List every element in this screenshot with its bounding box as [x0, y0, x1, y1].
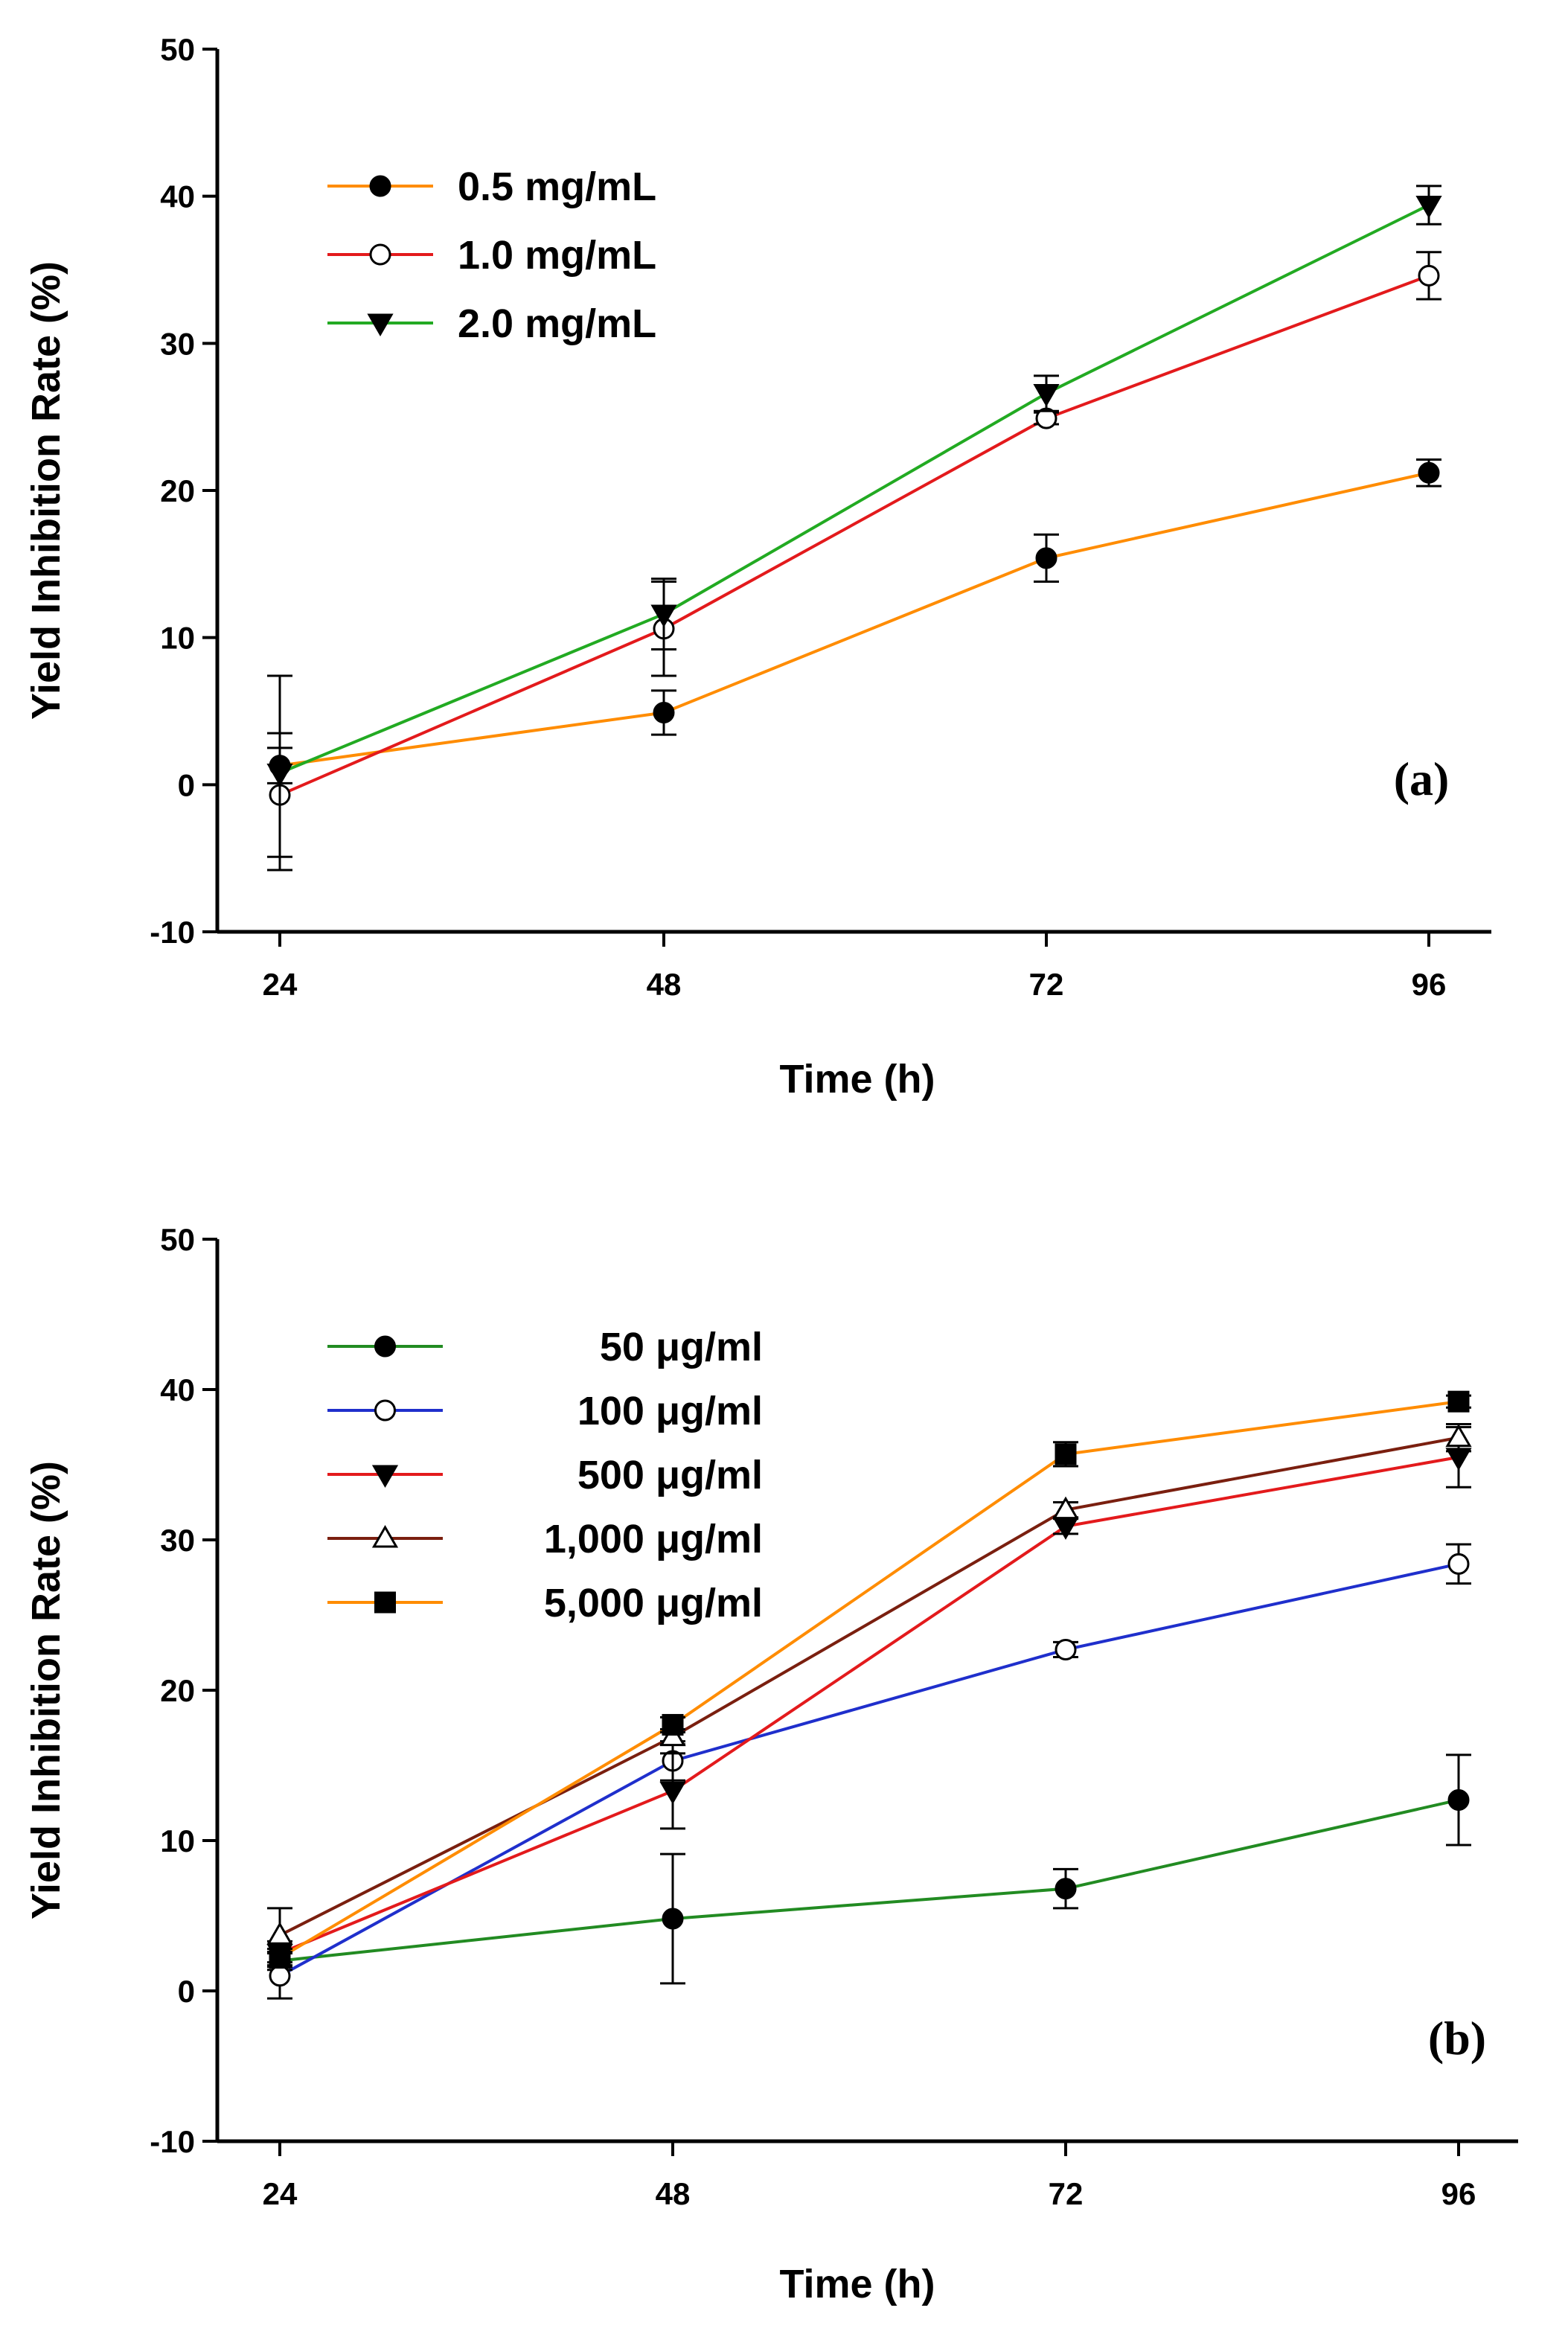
series-line-2: [279, 1455, 1459, 1955]
legend-label: 1,000 μg/ml: [544, 1517, 763, 1561]
legend: 0.5 mg/mL 1.0 mg/mL 2.0 mg/mL: [327, 164, 656, 346]
data-point: [1445, 1424, 1472, 1448]
data-point: [269, 1965, 291, 1987]
data-point: [650, 604, 677, 628]
data-point: [1418, 264, 1440, 287]
y-tick-label: 0: [178, 1974, 195, 2009]
legend-label: 2.0 mg/mL: [458, 301, 656, 346]
data-point: [1055, 1638, 1077, 1660]
legend-marker: [367, 313, 394, 337]
series-4-points: [267, 1390, 1471, 1969]
data-point: [1415, 196, 1442, 219]
x-tick-label: 96: [1412, 967, 1447, 1002]
data-point: [1035, 547, 1057, 569]
legend-marker: [369, 243, 391, 266]
legend-marker: [371, 1465, 399, 1489]
legend-label: 100 μg/ml: [577, 1389, 763, 1433]
y-tick-label: -10: [150, 2124, 195, 2159]
data-point: [662, 1713, 684, 1736]
series-line-0: [279, 1798, 1459, 1963]
series-line-3: [279, 1436, 1459, 1937]
legend-marker: [369, 175, 391, 197]
x-tick-label: 24: [263, 2176, 298, 2211]
data-point: [1055, 1878, 1077, 1900]
data-point: [659, 1781, 686, 1805]
legend-label: 5,000 μg/ml: [544, 1581, 763, 1625]
y-tick-label: 50: [160, 1222, 195, 1257]
legend-marker: [374, 1335, 396, 1358]
y-axis-title: Yield Inhibition Rate (%): [24, 1461, 68, 1919]
data-point: [266, 764, 293, 787]
data-point: [653, 701, 675, 723]
panel-label: (a): [1394, 752, 1450, 805]
data-point: [1447, 1390, 1470, 1413]
data-point: [1052, 1496, 1079, 1520]
series-line-2: [279, 203, 1430, 775]
x-axis-title: Time (h): [779, 2262, 935, 2306]
legend-marker: [371, 1524, 399, 1548]
x-tick-label: 24: [263, 967, 298, 1002]
y-tick-label: 40: [160, 1372, 195, 1407]
series-1-points: [267, 251, 1441, 858]
series-3-points: [266, 1422, 1472, 1964]
x-tick-label: 72: [1029, 967, 1064, 1002]
y-tick-label: 20: [160, 1673, 195, 1708]
legend-label: 1.0 mg/mL: [458, 233, 656, 278]
y-tick-label: 10: [160, 621, 195, 656]
legend-marker: [374, 1399, 396, 1422]
series-line-1: [279, 1562, 1459, 1977]
legend: 50 μg/ml 100 μg/ml 500 μg/ml 1,000 μg/ml 5,0…: [327, 1325, 763, 1625]
panel-b: -10 0 10 20 30 40 50 24 48 72 96 Time (h) Yield Inhi…: [24, 1222, 1518, 2306]
y-axis-title: Yield Inhibition Rate (%): [24, 261, 68, 720]
data-point: [662, 1908, 684, 1930]
data-point: [1447, 1788, 1470, 1811]
legend-marker: [374, 1591, 396, 1614]
legend-label: 0.5 mg/mL: [458, 164, 656, 209]
x-tick-label: 72: [1049, 2176, 1084, 2211]
data-point: [1055, 1443, 1077, 1465]
y-tick-label: 20: [160, 473, 195, 508]
x-tick-label: 48: [647, 967, 682, 1002]
data-point: [1447, 1553, 1470, 1575]
data-point: [1033, 384, 1060, 407]
y-tick-label: 10: [160, 1823, 195, 1858]
x-tick-label: 48: [656, 2176, 691, 2211]
series-line-4: [278, 1400, 1459, 1960]
series-line-1: [279, 274, 1430, 797]
data-point: [269, 1947, 291, 1969]
series-line-0: [279, 471, 1430, 767]
series-0-points: [267, 1753, 1471, 1985]
y-tick-label: 0: [178, 767, 195, 802]
x-tick-label: 96: [1441, 2176, 1476, 2211]
y-tick-label: 30: [160, 326, 195, 361]
y-tick-label: -10: [150, 915, 195, 950]
series-1-points: [267, 1543, 1471, 2000]
legend-label: 50 μg/ml: [600, 1325, 763, 1369]
series-2-points: [266, 185, 1442, 872]
panel-a: -10 0 10 20 30 40 50 24 48 72 96 Time (h) Yield Inhi…: [24, 32, 1491, 1102]
y-tick-label: 40: [160, 179, 195, 214]
x-axis-title: Time (h): [779, 1057, 935, 1102]
y-tick-label: 50: [160, 32, 195, 67]
panel-label: (b): [1428, 2012, 1486, 2065]
data-point: [266, 1922, 293, 1945]
legend-label: 500 μg/ml: [577, 1453, 763, 1497]
y-tick-label: 30: [160, 1523, 195, 1558]
data-point: [1418, 461, 1440, 484]
